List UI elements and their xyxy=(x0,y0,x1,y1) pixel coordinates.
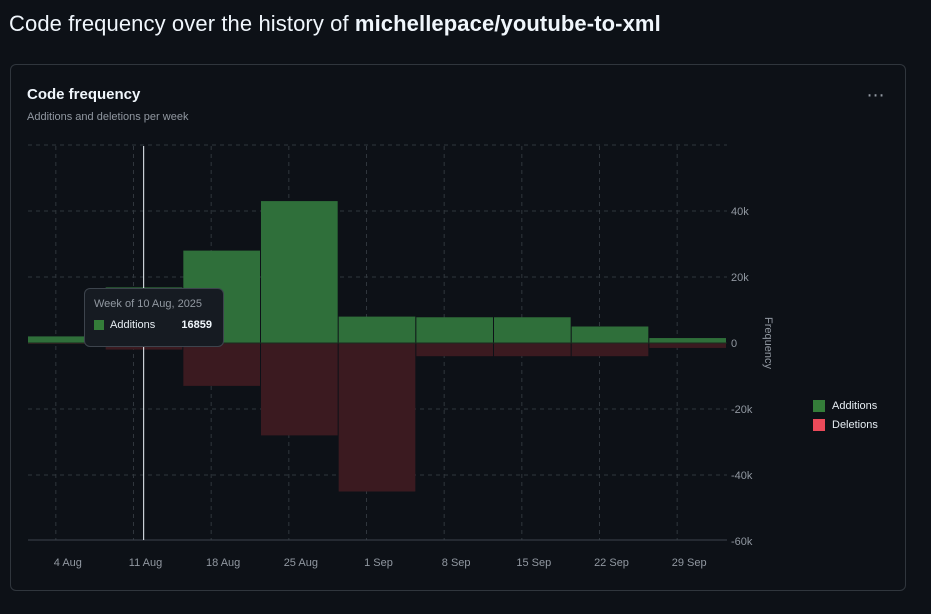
legend-item-additions[interactable]: Additions xyxy=(813,396,878,415)
tooltip-title: Week of 10 Aug, 2025 xyxy=(94,298,203,310)
bar-deletions-7 xyxy=(571,343,649,357)
chart-legend: Additions Deletions xyxy=(813,396,878,434)
bar-deletions-6 xyxy=(494,343,571,357)
grid-layer xyxy=(28,144,727,541)
bar-additions-7 xyxy=(571,326,649,343)
x-tick-label: 1 Sep xyxy=(364,557,393,569)
code-frequency-card: Code frequency Additions and deletions p… xyxy=(10,64,906,591)
axis-layer: 4 Aug 11 Aug 18 Aug 25 Aug 1 Sep 8 Sep 15 Sep 2… xyxy=(54,146,774,569)
bar-additions-3 xyxy=(261,201,338,343)
bar-deletions-5 xyxy=(416,343,493,357)
x-tick-label: 25 Aug xyxy=(284,557,318,569)
tooltip-series-label: Additions xyxy=(110,319,156,331)
x-tick-label: 15 Sep xyxy=(516,557,551,569)
bar-additions-5 xyxy=(416,317,493,343)
legend-swatch-deletions xyxy=(813,418,825,431)
page-title-prefix: Code frequency over the history of xyxy=(9,11,349,36)
tooltip-row: Additions 16859 xyxy=(94,319,214,331)
x-tick-label: 8 Sep xyxy=(442,557,471,569)
kebab-horizontal-icon: ⋯ xyxy=(866,85,886,105)
repo-name[interactable]: michellepace/youtube-to-xml xyxy=(354,11,661,36)
page-title: Code frequency over the history of miche… xyxy=(9,11,661,37)
x-tick-label: 29 Sep xyxy=(672,557,707,569)
more-options-button[interactable]: ⋯ xyxy=(863,83,889,107)
bar-additions-0 xyxy=(28,336,105,343)
x-tick-label: 22 Sep xyxy=(594,557,629,569)
bar-deletions-4 xyxy=(338,343,416,492)
y-tick-label: 0 xyxy=(731,338,737,350)
y-tick-label: -20k xyxy=(731,404,753,416)
bar-deletions-8 xyxy=(649,343,726,348)
x-tick-label: 11 Aug xyxy=(129,557,162,569)
bar-additions-6 xyxy=(494,317,571,343)
legend-item-deletions[interactable]: Deletions xyxy=(813,415,878,434)
chart-tooltip: Week of 10 Aug, 2025 Additions 16859 xyxy=(84,288,224,347)
tooltip-value: 16859 xyxy=(181,319,212,331)
bar-additions-4 xyxy=(338,316,416,343)
y-tick-label: 20k xyxy=(731,272,749,284)
bar-deletions-3 xyxy=(261,343,338,436)
legend-label-additions: Additions xyxy=(832,399,878,412)
tooltip-swatch xyxy=(94,320,104,330)
y-tick-label: -60k xyxy=(731,536,753,548)
x-tick-label: 18 Aug xyxy=(206,557,240,569)
bar-deletions-2 xyxy=(183,343,260,386)
legend-swatch-additions xyxy=(813,399,825,412)
x-tick-label: 4 Aug xyxy=(54,557,82,569)
y-tick-label: -40k xyxy=(731,470,753,482)
card-title: Code frequency xyxy=(27,86,141,103)
legend-label-deletions: Deletions xyxy=(832,418,878,431)
card-subtitle: Additions and deletions per week xyxy=(27,111,189,123)
y-axis-title: Frequency xyxy=(762,317,774,369)
bar-additions-8 xyxy=(649,338,726,343)
y-tick-label: 40k xyxy=(731,206,749,218)
